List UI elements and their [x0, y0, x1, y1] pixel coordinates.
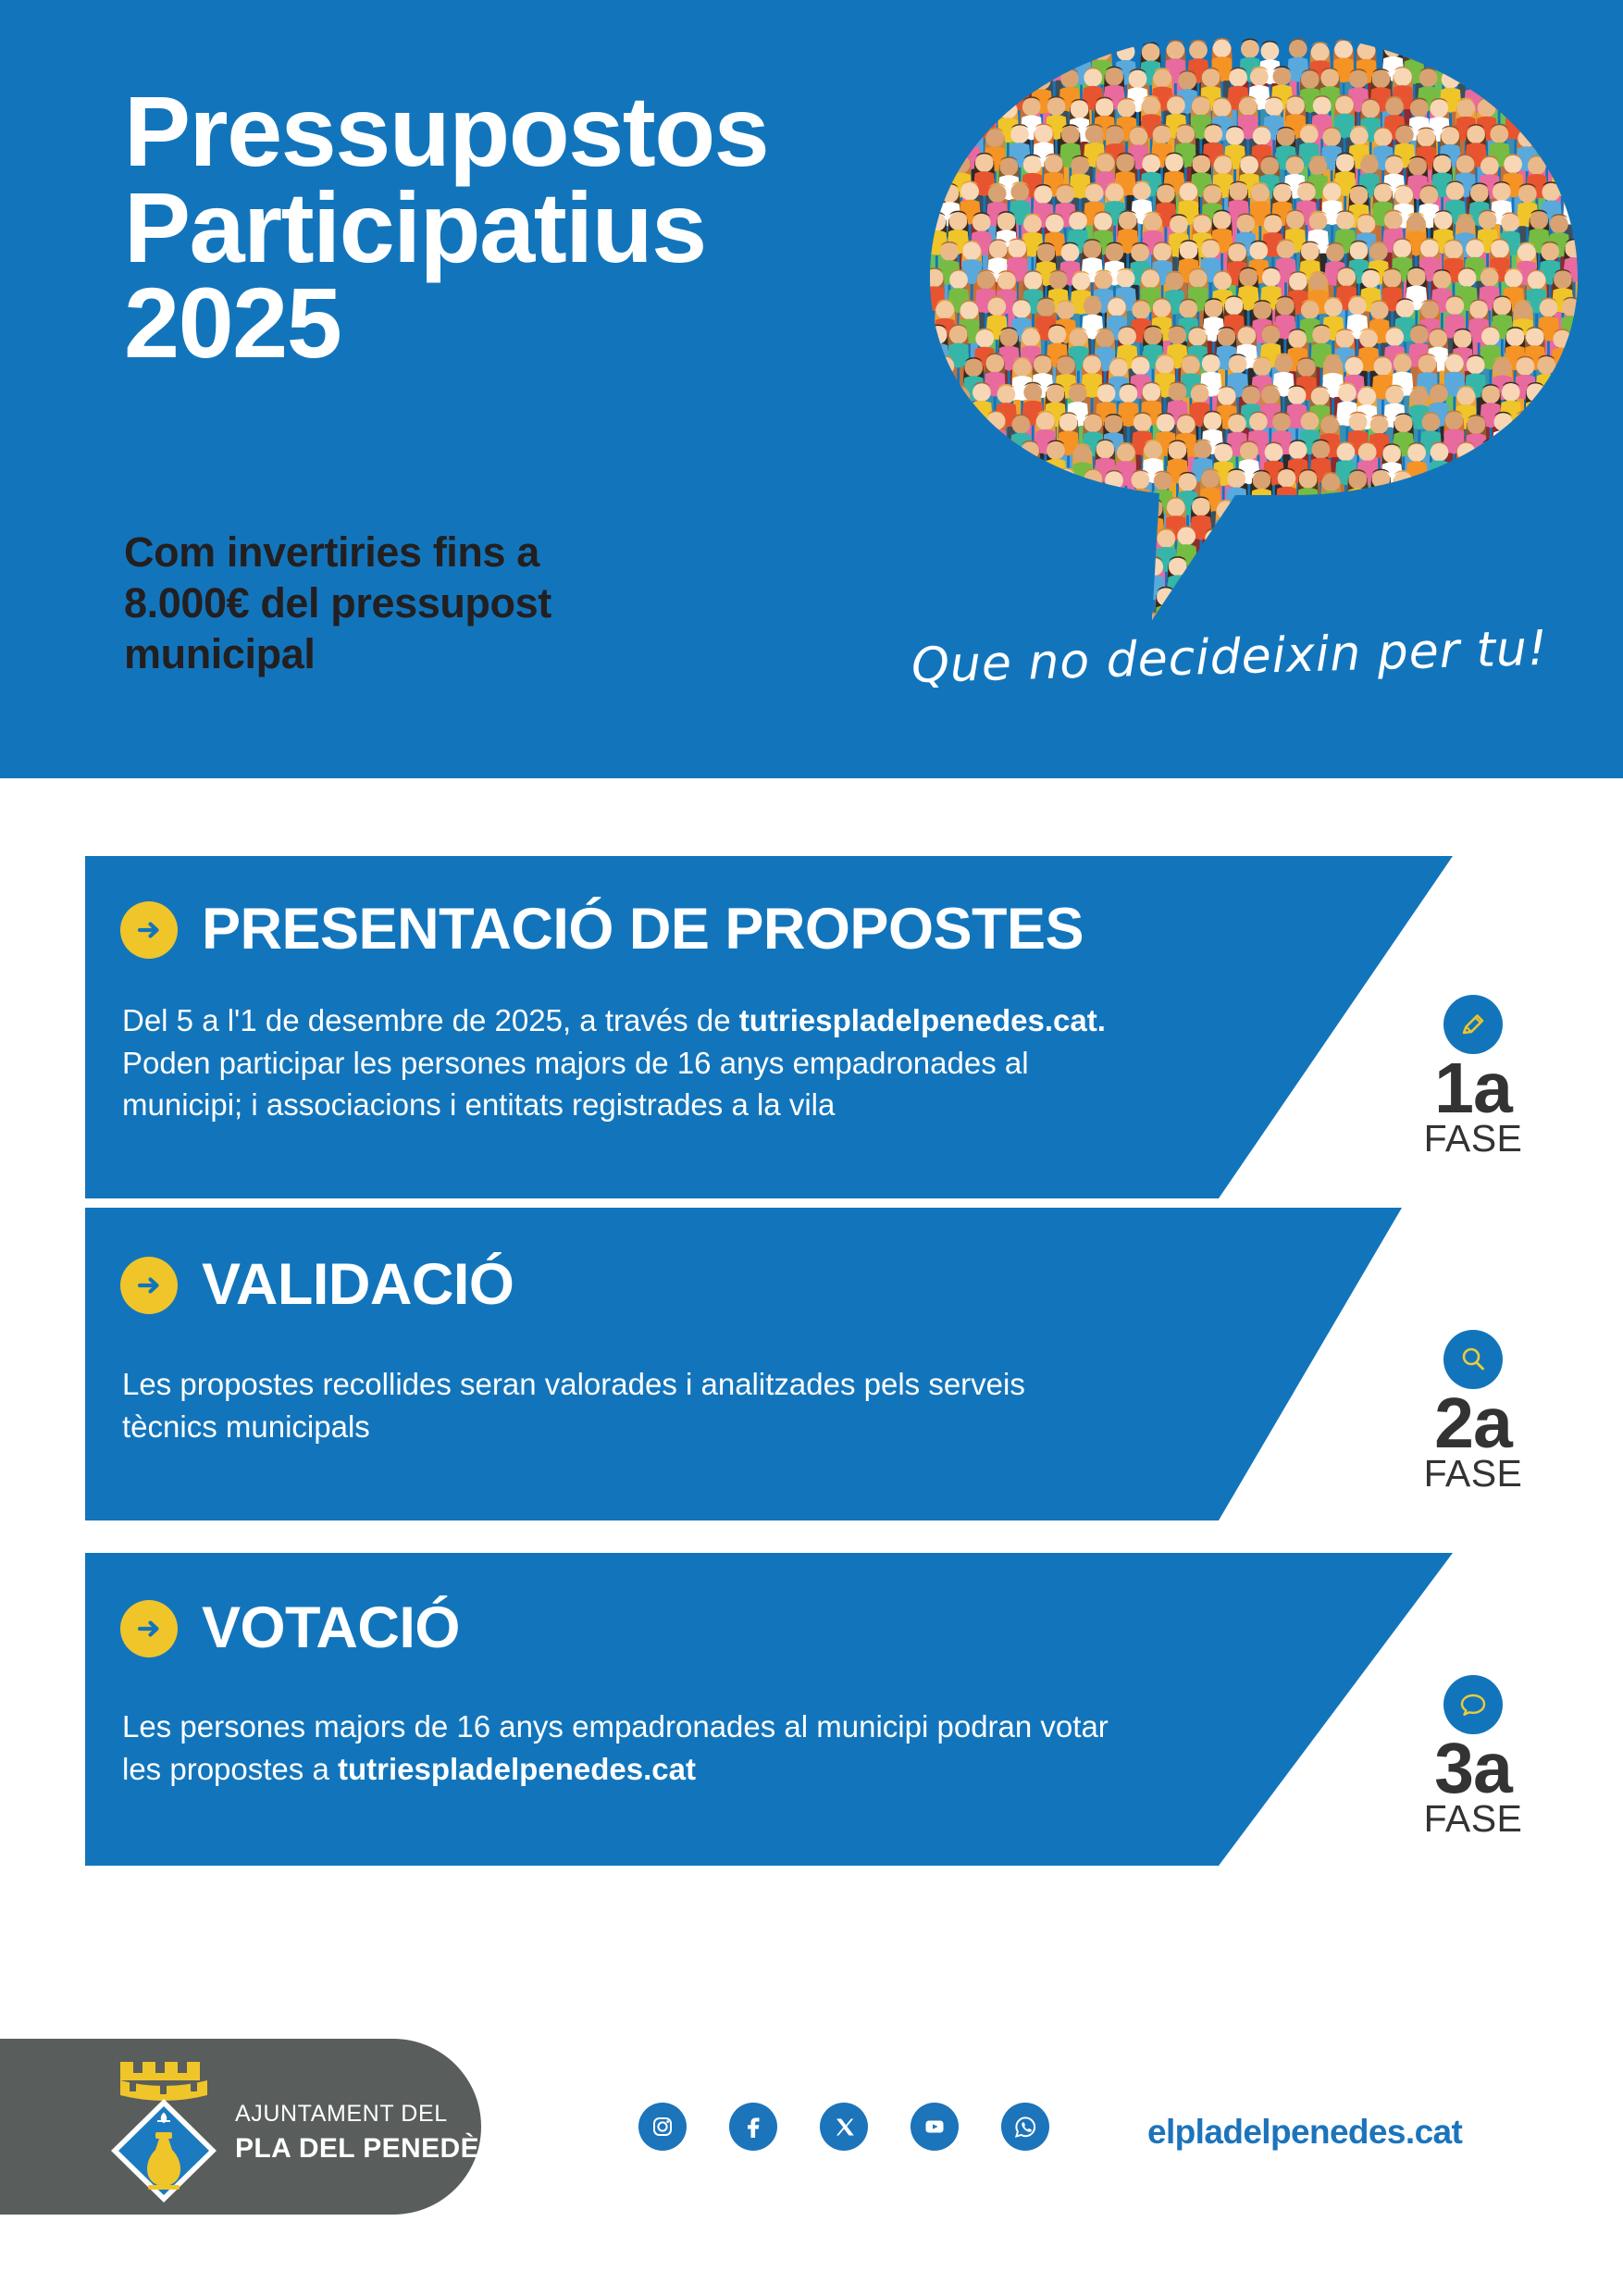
- phase-body-line-1: Les persones majors de 16 anys empadrona…: [122, 1709, 1109, 1744]
- instagram-icon[interactable]: [638, 2103, 687, 2151]
- phase-header: PRESENTACIÓ DE PROPOSTES: [120, 900, 1084, 959]
- arrow-right-icon: [120, 900, 178, 959]
- phase-badge-number: 2a: [1434, 1384, 1513, 1463]
- phase-title: PRESENTACIÓ DE PROPOSTES: [202, 897, 1084, 962]
- phase-badge-3a: 3a FASE: [1381, 1675, 1566, 1839]
- speech-bubble-icon: [1443, 1675, 1503, 1734]
- phase-body-line-1: Del 5 a l'1 de desembre de 2025, a travé…: [122, 1003, 1106, 1037]
- footer-logo-pill: [0, 2039, 481, 2215]
- phase-header: VOTACIÓ: [120, 1599, 460, 1657]
- organization-name: AJUNTAMENT DEL PLA DEL PENEDÈS: [235, 2099, 498, 2166]
- magnifier-icon: [1443, 1330, 1503, 1389]
- page-title-line-3: 2025: [124, 267, 342, 379]
- phase-badge-number: 3a: [1434, 1729, 1513, 1808]
- website-url[interactable]: elpladelpenedes.cat: [1147, 2113, 1463, 2151]
- phase-body: Del 5 a l'1 de desembre de 2025, a travé…: [122, 999, 1353, 1126]
- facebook-icon[interactable]: [729, 2103, 777, 2151]
- organization-line-1: AJUNTAMENT DEL: [235, 2101, 448, 2127]
- organization-line-2: PLA DEL PENEDÈS: [235, 2132, 499, 2164]
- phase-header: VALIDACIÓ: [120, 1256, 514, 1314]
- phase-body-line-2: tècnics municipals: [122, 1409, 370, 1444]
- youtube-icon[interactable]: [911, 2103, 959, 2151]
- phase-body-line-3: municipi; i associacions i entitats regi…: [122, 1087, 836, 1123]
- phase-body-line-1: Les propostes recollides seran valorades…: [122, 1367, 1025, 1401]
- phase-body-line-2: les propostes a tutriespladelpenedes.cat: [122, 1751, 696, 1786]
- phase-band: [85, 856, 1453, 1198]
- phase-section-validacio: VALIDACIÓ Les propostes recollides seran…: [85, 1208, 1530, 1520]
- page-title-line-2: Participatius: [124, 170, 707, 283]
- header-banner: Pressupostos Participatius 2025 Com inve…: [0, 0, 1623, 778]
- phase-body: Les propostes recollides seran valorades…: [122, 1363, 1353, 1447]
- page-subtitle-line-2: 8.000€ del pressupost: [124, 578, 551, 627]
- page-subtitle-line-1: Com invertiries fins a: [124, 528, 539, 576]
- pencil-icon: [1443, 995, 1503, 1054]
- page-title-line-1: Pressupostos: [124, 75, 770, 187]
- arrow-right-icon: [120, 1256, 178, 1314]
- phase-badge-word: FASE: [1423, 1452, 1523, 1496]
- page-title: Pressupostos Participatius 2025: [124, 75, 957, 379]
- phase-badge-1a: 1a FASE: [1381, 995, 1566, 1159]
- phase-title: VOTACIÓ: [202, 1595, 460, 1660]
- phase-badge-2a: 2a FASE: [1381, 1330, 1566, 1494]
- social-links: [638, 2103, 1049, 2151]
- phase-title: VALIDACIÓ: [202, 1252, 514, 1317]
- whatsapp-icon[interactable]: [1001, 2103, 1049, 2151]
- phase-badge-word: FASE: [1423, 1117, 1523, 1160]
- crowd-speech-bubble-icon: [930, 28, 1578, 639]
- pla-del-penedes-coat-of-arms-icon: [104, 2053, 224, 2203]
- phase-badge-number: 1a: [1434, 1049, 1513, 1128]
- phase-band: [85, 1553, 1453, 1866]
- x-twitter-icon[interactable]: [820, 2103, 868, 2151]
- phase-body-line-2: Poden participar les persones majors de …: [122, 1045, 1029, 1080]
- phase-section-presentacio: PRESENTACIÓ DE PROPOSTES Del 5 a l'1 de …: [85, 856, 1530, 1198]
- arrow-right-icon: [120, 1599, 178, 1657]
- phase-body: Les persones majors de 16 anys empadrona…: [122, 1706, 1353, 1790]
- phase-section-votacio: VOTACIÓ Les persones majors de 16 anys e…: [85, 1553, 1530, 1866]
- page-subtitle-line-3: municipal: [124, 629, 316, 677]
- phase-band: [85, 1208, 1402, 1520]
- phase-badge-word: FASE: [1423, 1797, 1523, 1841]
- page-subtitle: Com invertiries fins a 8.000€ del pressu…: [124, 527, 809, 680]
